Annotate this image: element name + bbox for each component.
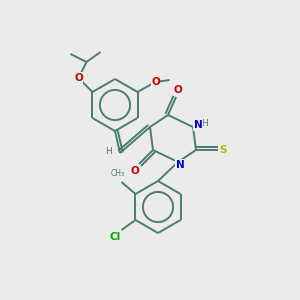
Text: O: O [151,77,160,87]
Text: H: H [106,148,112,157]
Text: CH₃: CH₃ [110,169,124,178]
Text: H: H [202,119,208,128]
Text: O: O [174,85,182,95]
Text: O: O [130,166,140,176]
Text: O: O [74,73,83,83]
Text: N: N [194,120,202,130]
Text: Cl: Cl [110,232,121,242]
Text: S: S [219,145,227,155]
Text: N: N [176,160,184,170]
